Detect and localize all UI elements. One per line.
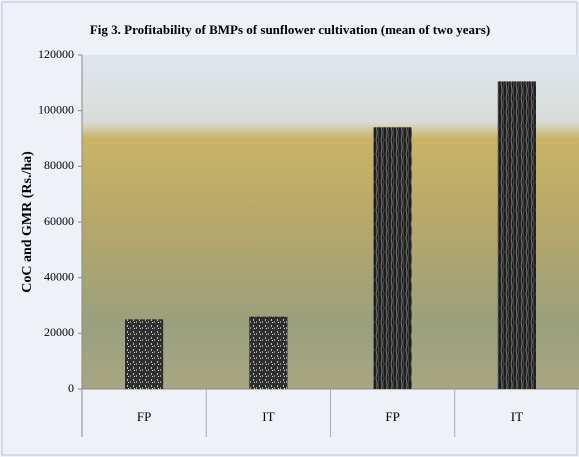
bar-texture [498,81,536,389]
chart-title: Fig 3. Profitability of BMPs of sunflowe… [90,22,490,37]
page: {"chart_data": {"type": "bar", "title": … [0,0,579,457]
x-tick-label: IT [511,409,523,424]
y-tick-label: 60000 [44,214,74,228]
y-tick-label: 0 [68,381,74,395]
chart: Fig 3. Profitability of BMPs of sunflowe… [0,0,579,457]
y-tick-label: 40000 [44,269,74,283]
bar-texture [249,317,287,389]
x-tick-label: IT [262,409,274,424]
bar-texture [125,319,163,389]
x-tick-label: FP [137,409,151,424]
y-tick-label: 120000 [38,47,74,61]
bar-texture [374,127,412,389]
y-axis-title: CoC and GMR (Rs./ha) [20,151,35,293]
y-tick-label: 20000 [44,325,74,339]
y-tick-label: 100000 [38,102,74,116]
y-tick-label: 80000 [44,158,74,172]
x-tick-label: FP [385,409,399,424]
